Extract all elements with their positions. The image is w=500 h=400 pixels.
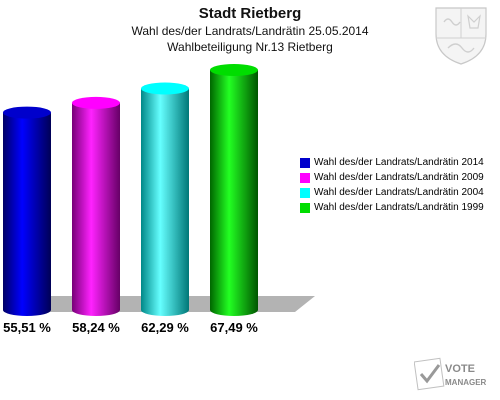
legend-item-4: Wahl des/der Landrats/Landrätin 1999 bbox=[300, 200, 484, 215]
bar-1 bbox=[3, 106, 51, 316]
bar-2 bbox=[72, 96, 120, 316]
value-label-3: 62,29 % bbox=[141, 320, 189, 335]
bar-3 bbox=[141, 82, 189, 316]
legend-label: Wahl des/der Landrats/Landrätin 2014 bbox=[314, 157, 484, 168]
logo-text-vote: VOTE bbox=[445, 363, 475, 375]
legend-swatch bbox=[300, 202, 310, 213]
legend-label: Wahl des/der Landrats/Landrätin 2004 bbox=[314, 187, 484, 198]
legend: Wahl des/der Landrats/Landrätin 2014 Wahl… bbox=[300, 155, 484, 215]
legend-label: Wahl des/der Landrats/Landrätin 1999 bbox=[314, 202, 484, 213]
legend-swatch bbox=[300, 187, 310, 198]
value-label-2: 58,24 % bbox=[72, 320, 120, 335]
chart-subtitle: Wahl des/der Landrats/Landrätin 25.05.20… bbox=[131, 24, 369, 38]
legend-swatch bbox=[300, 172, 310, 183]
legend-label: Wahl des/der Landrats/Landrätin 2009 bbox=[314, 172, 484, 183]
legend-swatch bbox=[300, 157, 310, 168]
legend-item-3: Wahl des/der Landrats/Landrätin 2004 bbox=[300, 185, 484, 200]
legend-item-2: Wahl des/der Landrats/Landrätin 2009 bbox=[300, 170, 484, 185]
value-label-1: 55,51 % bbox=[3, 320, 51, 335]
legend-item-1: Wahl des/der Landrats/Landrätin 2014 bbox=[300, 155, 484, 170]
value-label-4: 67,49 % bbox=[210, 320, 258, 335]
vote-manager-logo: VOTE MANAGER bbox=[413, 357, 494, 396]
chart-subtitle-2: Wahlbeteiligung Nr.13 Rietberg bbox=[167, 40, 333, 54]
bar-4 bbox=[210, 64, 258, 316]
logo-text-manager: MANAGER bbox=[445, 378, 487, 387]
chart-title: Stadt Rietberg bbox=[198, 5, 302, 22]
coat-of-arms-icon bbox=[435, 7, 487, 65]
